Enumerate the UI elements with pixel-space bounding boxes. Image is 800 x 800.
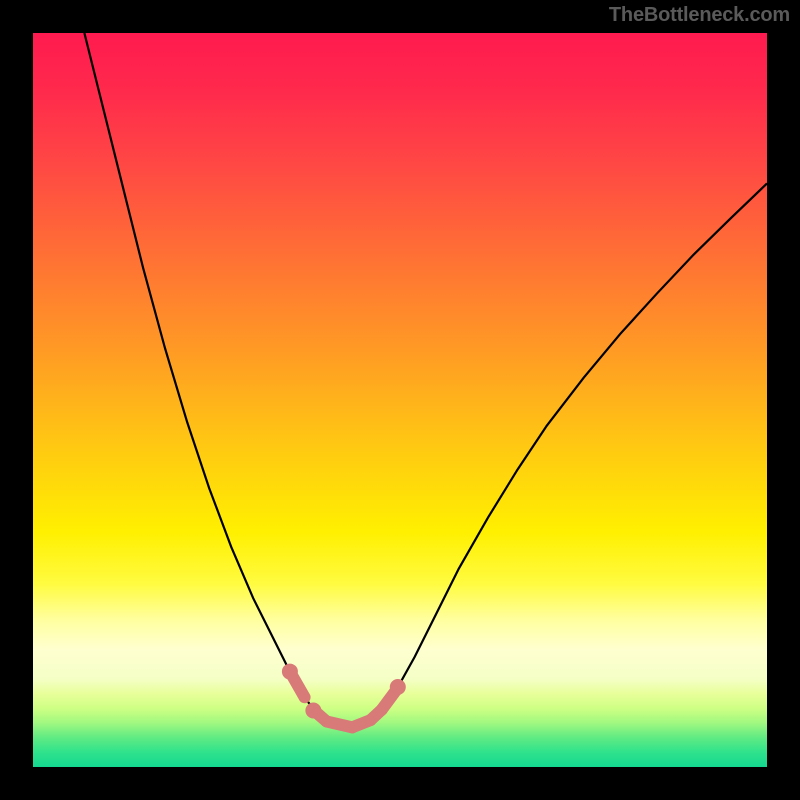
chart-container: TheBottleneck.com bbox=[0, 0, 800, 800]
valley-highlight-dot bbox=[282, 664, 298, 680]
valley-highlight-dot bbox=[390, 679, 406, 695]
chart-overlay bbox=[33, 33, 767, 767]
valley-highlight-dot bbox=[305, 702, 321, 718]
bottleneck-curve bbox=[84, 33, 767, 727]
watermark-text: TheBottleneck.com bbox=[609, 4, 790, 27]
plot-area bbox=[33, 33, 767, 767]
